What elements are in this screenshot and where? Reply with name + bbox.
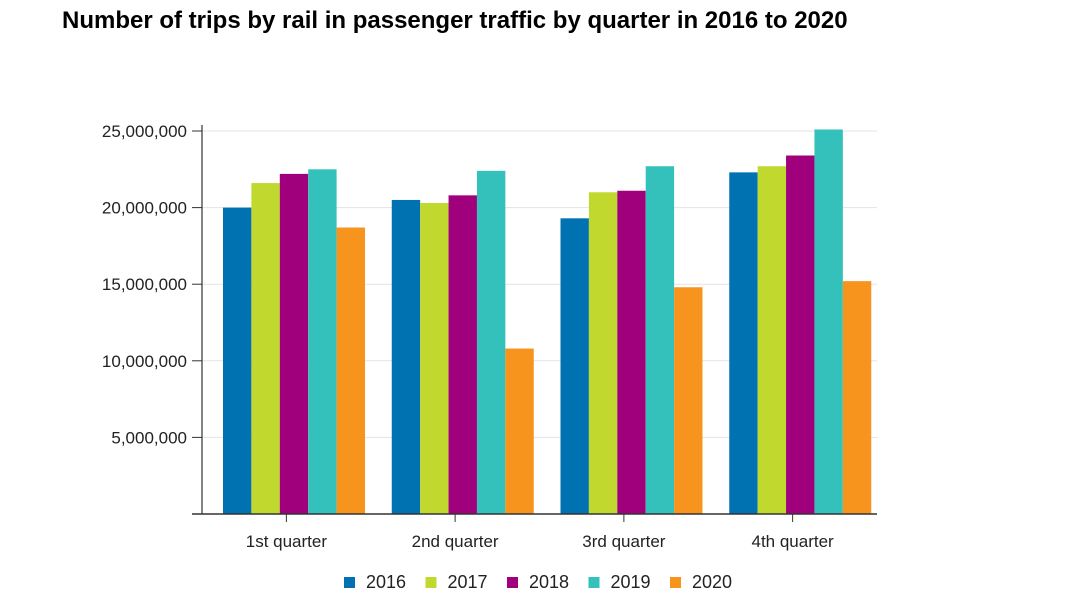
x-tick-label: 3rd quarter	[582, 532, 665, 551]
y-tick-label: 5,000,000	[111, 428, 187, 447]
legend-swatch-2017[interactable]	[425, 577, 437, 588]
bar-2020-4[interactable]	[842, 281, 872, 514]
legend-swatch-2020[interactable]	[670, 577, 681, 588]
bar-2016-3[interactable]	[560, 218, 589, 514]
x-axis-tick-labels: 1st quarter 2nd quarter 3rd quarter 4th qua…	[246, 532, 834, 551]
bar-2019-1[interactable]	[308, 169, 337, 515]
bar-2017-4[interactable]	[757, 166, 787, 514]
legend: 2016 2017 2018 2019 2020	[344, 572, 732, 592]
legend-swatch-2018[interactable]	[507, 577, 518, 588]
legend-label-2017[interactable]: 2017	[448, 572, 488, 592]
y-tick-label: 25,000,000	[102, 122, 187, 141]
bar-2020-3[interactable]	[674, 287, 703, 514]
x-tick-label: 2nd quarter	[412, 532, 499, 551]
bar-2016-2[interactable]	[391, 199, 421, 514]
legend-label-2019[interactable]: 2019	[611, 572, 651, 592]
bar-2019-2[interactable]	[476, 170, 506, 514]
y-tick-label: 20,000,000	[102, 199, 187, 218]
bar-2016-1[interactable]	[223, 207, 252, 514]
bar-2019-4[interactable]	[814, 129, 843, 514]
bars-group	[223, 129, 872, 515]
bar-2019-3[interactable]	[645, 166, 675, 514]
bar-2018-2[interactable]	[448, 195, 477, 514]
y-tick-label: 15,000,000	[102, 275, 187, 294]
x-tick-label: 4th quarter	[752, 532, 835, 551]
bar-2016-4[interactable]	[729, 172, 758, 514]
chart-title: Number of trips by rail in passenger tra…	[62, 7, 848, 34]
bar-2018-1[interactable]	[279, 173, 309, 514]
bar-2018-3[interactable]	[617, 190, 646, 515]
axes	[192, 125, 877, 522]
legend-swatch-2016[interactable]	[344, 577, 355, 588]
bar-2020-1[interactable]	[336, 227, 365, 515]
legend-label-2020[interactable]: 2020	[692, 572, 732, 592]
bar-2020-2[interactable]	[505, 348, 534, 514]
y-tick-label: 10,000,000	[102, 352, 187, 371]
bar-2017-3[interactable]	[588, 192, 618, 514]
y-axis-tick-labels: 5,000,000 10,000,000 15,000,000 20,000,000 2…	[102, 122, 187, 447]
legend-swatch-2019[interactable]	[588, 577, 600, 588]
bar-2018-4[interactable]	[786, 155, 815, 514]
legend-label-2018[interactable]: 2018	[529, 572, 569, 592]
bar-2017-2[interactable]	[420, 203, 449, 514]
bar-2017-1[interactable]	[251, 183, 280, 514]
x-tick-label: 1st quarter	[246, 532, 328, 551]
legend-label-2016[interactable]: 2016	[366, 572, 406, 592]
